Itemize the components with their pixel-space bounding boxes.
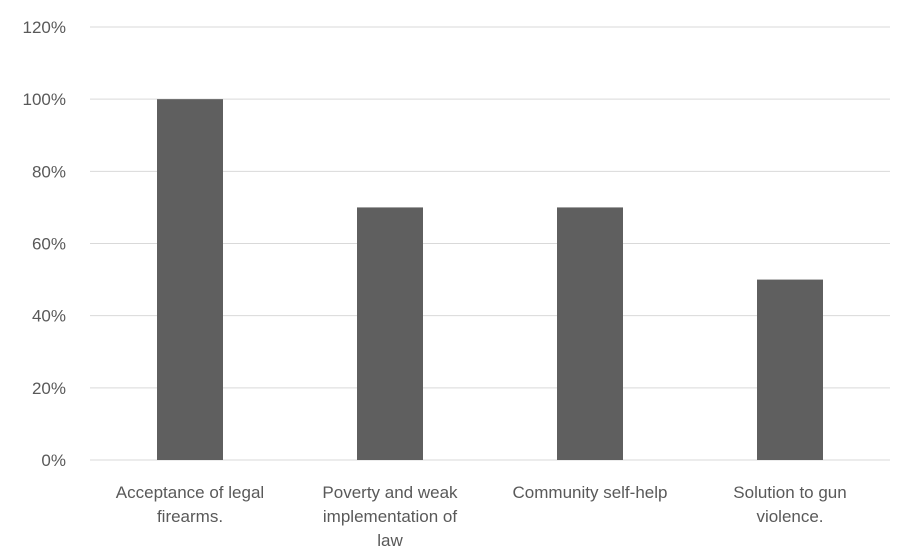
y-tick-label: 60% bbox=[32, 235, 66, 254]
x-category-label: Community self-help bbox=[513, 483, 668, 502]
gridlines bbox=[90, 26, 890, 461]
y-tick-label: 100% bbox=[23, 90, 66, 109]
x-category-label: Poverty and weak implementation of law bbox=[322, 483, 458, 550]
x-axis-category-labels: Acceptance of legal firearms. Poverty and … bbox=[116, 483, 847, 550]
y-tick-label: 20% bbox=[32, 379, 66, 398]
x-category-label: Acceptance of legal firearms. bbox=[116, 483, 264, 526]
y-axis-tick-labels: 0% 20% 40% 60% 80% 100% 120% bbox=[23, 18, 66, 470]
y-tick-label: 40% bbox=[32, 307, 66, 326]
y-tick-label: 0% bbox=[41, 451, 66, 470]
x-category-label: Solution to gun violence. bbox=[733, 483, 846, 526]
bar bbox=[157, 99, 223, 461]
bar bbox=[357, 207, 423, 460]
bar bbox=[557, 207, 623, 460]
y-tick-label: 120% bbox=[23, 18, 66, 37]
y-tick-label: 80% bbox=[32, 162, 66, 181]
bar bbox=[757, 279, 823, 460]
bars bbox=[157, 99, 823, 461]
